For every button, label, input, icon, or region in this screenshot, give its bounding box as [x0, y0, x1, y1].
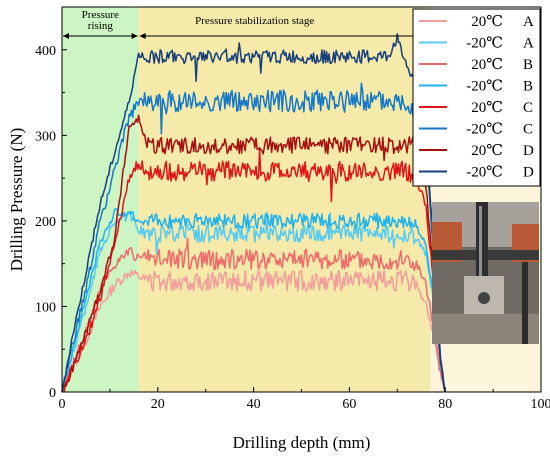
legend-label-1: -20℃ — [466, 36, 503, 52]
drilling-rig-photo — [432, 202, 539, 344]
x-tick-label: 60 — [342, 397, 356, 412]
series-line-2 — [61, 237, 446, 393]
x-tick-label: 80 — [438, 397, 452, 412]
x-tick-label: 0 — [59, 397, 66, 412]
y-tick-label: 100 — [35, 300, 56, 315]
series-line-6 — [61, 114, 446, 393]
legend-label-5: -20℃ — [466, 122, 503, 138]
series-line-5 — [61, 82, 446, 393]
axis-ticks: 0 20 40 60 80 100 0 100 200 300 400 — [35, 6, 550, 412]
legend-label-0: 20℃ — [471, 14, 503, 30]
stage-label-rising-1: Pressure — [82, 9, 119, 21]
legend-letter-6: D — [523, 143, 534, 159]
legend-letter-4: C — [523, 100, 533, 116]
y-tick-label: 200 — [35, 215, 56, 230]
legend-letter-2: B — [523, 57, 533, 73]
legend-box — [412, 8, 541, 187]
x-tick-label: 20 — [151, 397, 165, 412]
legend: 20℃ A -20℃ A 20℃ B -20℃ B 20℃ C -20℃ C 20℃ D -20℃ D — [412, 8, 541, 187]
y-tick-label: 300 — [35, 129, 56, 144]
legend-label-7: -20℃ — [466, 165, 503, 181]
stage-region-1 — [138, 7, 431, 392]
legend-letter-3: B — [523, 79, 533, 95]
legend-label-6: 20℃ — [471, 143, 503, 159]
y-axis-title: Drilling Pressure (N) — [7, 128, 26, 272]
legend-label-3: -20℃ — [466, 79, 503, 95]
legend-label-2: 20℃ — [471, 57, 503, 73]
series-line-4 — [61, 148, 446, 393]
series-line-0 — [61, 269, 446, 393]
series-lines — [61, 33, 446, 393]
x-tick-label: 100 — [531, 397, 550, 412]
y-tick-label: 0 — [49, 386, 56, 401]
stage-label-rising-2: rising — [88, 20, 114, 32]
series-line-3 — [61, 208, 446, 393]
legend-label-4: 20℃ — [471, 100, 503, 116]
series-line-1 — [61, 211, 446, 393]
legend-letter-7: D — [523, 165, 534, 181]
legend-letter-0: A — [523, 14, 534, 30]
x-axis-title: Drilling depth (mm) — [233, 433, 371, 452]
stage-label-stabilization: Pressure stabilization stage — [195, 15, 314, 27]
x-tick-label: 40 — [247, 397, 261, 412]
series-line-7 — [61, 33, 446, 393]
y-tick-label: 400 — [35, 44, 56, 59]
legend-letter-5: C — [523, 122, 533, 138]
legend-letter-1: A — [523, 36, 534, 52]
